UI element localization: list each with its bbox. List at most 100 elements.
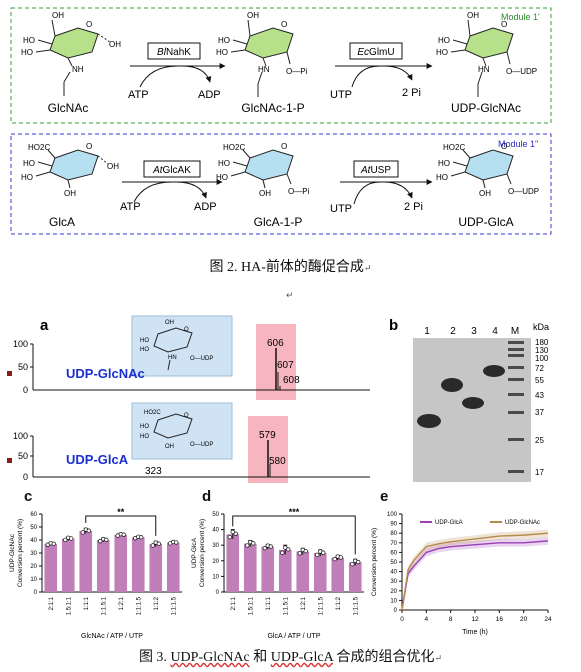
replicate-point [121, 532, 126, 537]
enzyme-box-atglcak [143, 160, 201, 178]
lane-label-1: 1 [424, 326, 430, 337]
svg-text:HO2C: HO2C [28, 143, 50, 152]
y-tick-label: 20 [390, 589, 397, 595]
svg-text:O: O [501, 20, 507, 29]
significance-bracket [232, 515, 356, 555]
x-tick-label: 1:1.5:1 [101, 596, 107, 615]
cofactor-utp-2: UTP [330, 203, 352, 215]
replicate-point [332, 556, 337, 562]
replicate-point [286, 547, 291, 552]
svg-text:OH: OH [467, 11, 479, 20]
panel-c-letter: c [24, 488, 33, 505]
x-tick-label: 1:1:1.5 [318, 596, 324, 615]
x-tick-label: 20 [520, 616, 528, 623]
glcnac-structure: OH HO HO OH O NH [21, 11, 121, 96]
bottom-series-marker [7, 458, 12, 463]
svg-text:HO2C: HO2C [144, 410, 161, 416]
y-axis-title: UDP-GlcA [191, 537, 198, 568]
svg-text:HO: HO [21, 173, 33, 182]
y-tick-label: 10 [212, 574, 219, 580]
enzyme-atusp: AtUSP [360, 165, 391, 176]
compound-udp-glca: UDP-GlcA [458, 215, 513, 229]
y-axis-title: Conversion percent (%) [371, 528, 378, 596]
replicate-point [233, 531, 238, 536]
glcnac-1-p-structure: OH HO HO O O—Pi HN [216, 11, 308, 97]
compound-glca: GlcA [49, 215, 75, 229]
y-tick-label: 60 [390, 550, 397, 556]
replicate-point [297, 551, 302, 556]
marker-180: 180 [535, 338, 549, 347]
marker-37: 37 [535, 408, 544, 417]
svg-text:O—UDP: O—UDP [190, 442, 213, 448]
marker-55: 55 [535, 376, 544, 385]
bar [114, 534, 128, 592]
bottom-ytick-50: 50 [18, 451, 28, 461]
lane-label-m: M [511, 326, 519, 337]
x-tick-label: 1:2:1 [301, 596, 307, 610]
cofactor-atp-2: ATP [120, 201, 141, 213]
replicate-point [262, 546, 267, 551]
marker-72: 72 [535, 364, 544, 373]
marker-100: 100 [535, 354, 549, 363]
figure3-caption: 图 3. UDP-GlcNAc 和 UDP-GlcA 合成的组合优化↵ [138, 650, 443, 665]
panel-b-letter: b [389, 317, 398, 334]
figure2-caption: 图 2. HA-前体的酶促合成↵ [209, 260, 372, 275]
x-tick-label: 8 [449, 616, 453, 623]
x-tick-label: 1:2:1 [119, 596, 125, 610]
top-series-marker [7, 371, 12, 376]
module2-box [10, 133, 552, 235]
y-tick-label: 60 [30, 512, 37, 518]
bottom-ytick-100: 100 [13, 431, 28, 441]
svg-text:HO: HO [436, 48, 448, 57]
x-tick-label: 24 [544, 616, 552, 623]
glca-structure: HO2C HO HO OH O OH [21, 142, 119, 198]
panel-a-letter: a [40, 317, 49, 334]
replicate-point [98, 539, 103, 544]
bar [96, 540, 110, 592]
peak-label-579: 579 [259, 430, 276, 441]
replicate-point [150, 543, 155, 548]
svg-text:HO: HO [438, 159, 450, 168]
kda-unit: kDa [533, 322, 549, 332]
module2-label: Module 1'' [498, 139, 539, 149]
svg-text:O—Pi: O—Pi [286, 67, 308, 76]
y-tick-label: 80 [390, 531, 397, 537]
y-tick-label: 90 [390, 522, 397, 528]
y-tick-label: 20 [212, 559, 219, 565]
svg-text:HO: HO [23, 36, 35, 45]
y-axis-subtitle: Conversion percent (%) [17, 519, 24, 587]
svg-text:O: O [281, 142, 287, 151]
svg-text:HO: HO [218, 36, 230, 45]
udp-glca-structure: HO2C HO HO O O—UDP OH [436, 142, 539, 198]
replicate-point [280, 550, 285, 555]
svg-text:HO: HO [23, 159, 35, 168]
x-tick-label: 0 [400, 616, 404, 623]
svg-text:HO2C: HO2C [223, 143, 245, 152]
svg-text:NH: NH [72, 65, 84, 74]
svg-text:O—UDP: O—UDP [190, 356, 213, 362]
cofactor-adp-2: ADP [194, 201, 217, 213]
compound-udp-glcnac: UDP-GlcNAc [451, 101, 521, 115]
y-tick-label: 100 [387, 512, 398, 518]
series-band-0 [402, 537, 548, 610]
significance-label: *** [289, 507, 300, 517]
svg-text:HO: HO [438, 36, 450, 45]
y-tick-label: 0 [34, 590, 38, 596]
bar [278, 549, 292, 592]
svg-text:O: O [86, 20, 92, 29]
replicate-point [230, 529, 235, 535]
enzyme-ecglmu: EcGlmU [357, 47, 394, 58]
bar [44, 543, 58, 592]
peak-label-606: 606 [267, 338, 284, 349]
x-tick-label: 1:1:1 [84, 596, 90, 610]
lane-label-3: 3 [471, 326, 477, 337]
bar [296, 551, 310, 592]
svg-text:HO: HO [218, 159, 230, 168]
y-tick-label: 20 [30, 564, 37, 570]
replicate-point [156, 541, 161, 546]
band-lane-2 [441, 378, 463, 392]
svg-text:HN: HN [168, 355, 177, 361]
x-tick-label: 1:1:2 [154, 596, 160, 610]
peak-label-608: 608 [283, 375, 300, 386]
bar [166, 542, 180, 592]
